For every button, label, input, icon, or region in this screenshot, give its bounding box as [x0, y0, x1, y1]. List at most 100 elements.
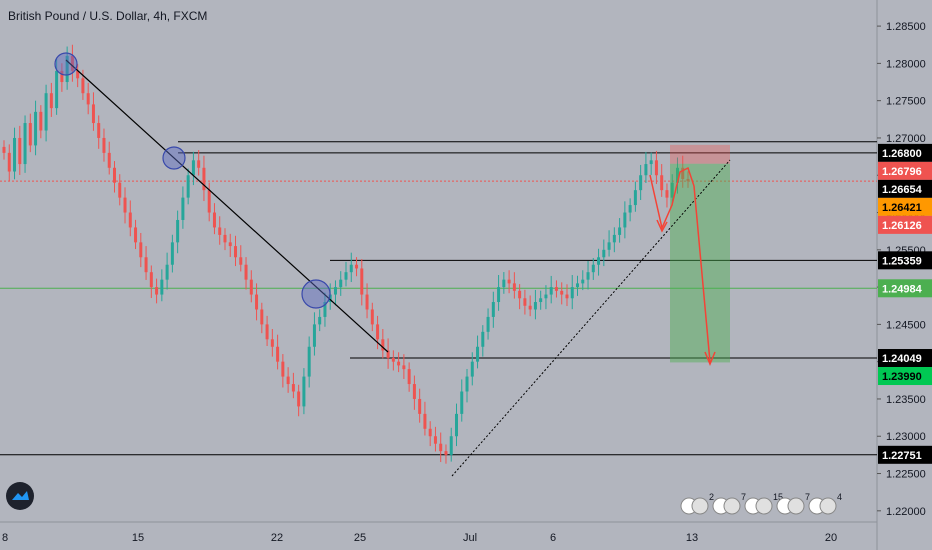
candle-body [644, 164, 648, 176]
candle-body [360, 268, 364, 295]
candle-body [470, 361, 474, 377]
event-count: 2 [709, 492, 714, 502]
candle-body [223, 234, 227, 243]
candle-body [623, 212, 627, 228]
candle-body [312, 324, 316, 347]
candle-body [681, 167, 685, 179]
price-label-bg [878, 251, 932, 270]
candle-body [281, 361, 285, 377]
candle-body [244, 264, 248, 280]
candle-body [407, 369, 411, 385]
price-label: 1.22751 [882, 450, 922, 462]
candle-body [597, 257, 601, 265]
candle-body [502, 279, 506, 288]
candle-body [60, 70, 64, 83]
price-label-bg [878, 143, 932, 162]
event-count: 7 [741, 492, 746, 502]
price-label-bg [878, 215, 932, 234]
candle-body [270, 339, 274, 347]
candle-body [670, 182, 674, 198]
candle-body [81, 78, 85, 94]
y-tick-label: 1.27500 [886, 96, 926, 108]
candle-body [186, 175, 190, 198]
candle-body [239, 257, 243, 265]
time-axis[interactable]: 8 15 22 25 Jul 6 13 20 [2, 532, 837, 544]
candle-body [197, 160, 201, 168]
y-tick-label: 1.23000 [886, 431, 926, 443]
highlight-circle [54, 52, 78, 76]
price-label: 1.26796 [882, 166, 922, 178]
candle-body [191, 160, 195, 176]
candle-body [107, 152, 111, 168]
candle-body [44, 93, 48, 131]
candle-body [654, 160, 658, 176]
projection-arrow [693, 185, 711, 363]
horizontal-lines[interactable] [0, 141, 877, 456]
candle-body [7, 152, 11, 172]
event-flag-icon [691, 497, 709, 515]
x-tick-label: 8 [2, 532, 8, 544]
candle-body [602, 249, 606, 258]
candle-body [265, 324, 269, 340]
x-tick-label: 13 [686, 532, 698, 544]
price-label-bg [878, 367, 932, 386]
candle-body [86, 93, 90, 105]
candle-body [444, 451, 448, 455]
event-flag-icon [819, 497, 837, 515]
candle-body [123, 197, 127, 213]
arrow-head-icon [656, 219, 668, 233]
candle-body [481, 331, 485, 347]
price-label-bg [878, 197, 932, 216]
candle-body [365, 294, 369, 310]
candle-body [160, 279, 164, 295]
drawings[interactable] [54, 52, 731, 477]
candle-body [497, 287, 501, 303]
candle-body [570, 287, 574, 299]
take-profit-zone [670, 163, 730, 363]
candle-body [581, 279, 585, 284]
candle-body [65, 55, 69, 83]
candle-body [228, 242, 232, 247]
event-flag-icon [755, 497, 773, 515]
candle-body [112, 167, 116, 183]
highlight-circle [301, 279, 331, 309]
candle-body [291, 384, 295, 392]
tradingview-logo[interactable] [6, 482, 34, 510]
projection-path [649, 166, 695, 231]
candle-body [539, 298, 543, 303]
candle-body [428, 428, 432, 437]
candle-body [528, 305, 532, 310]
candle-body [376, 324, 380, 340]
candle-body [234, 246, 238, 258]
y-tick-label: 1.27000 [886, 133, 926, 145]
chart-title: British Pound / U.S. Dollar, 4h, FXCM [8, 9, 208, 23]
candle-body [118, 182, 122, 198]
candle-body [565, 294, 569, 299]
candle-body [544, 294, 548, 299]
candle-body [518, 290, 522, 299]
candle-body [307, 346, 311, 377]
event-flag-icon [787, 497, 805, 515]
candle-body [507, 279, 511, 284]
candle-body [212, 212, 216, 228]
price-label-bg [878, 161, 932, 180]
event-flag-icon [723, 497, 741, 515]
y-tick-label: 1.28500 [886, 21, 926, 33]
candle-body [591, 264, 595, 273]
candle-body [523, 298, 527, 306]
candle-body [576, 283, 580, 288]
candle-body [660, 175, 664, 191]
y-tick-label: 1.24500 [886, 319, 926, 331]
candle-body [554, 287, 558, 291]
candle-body [260, 309, 264, 325]
candle-body [134, 227, 138, 243]
candle-body [633, 190, 637, 206]
candle-body [449, 436, 453, 455]
price-label: 1.26126 [882, 220, 922, 232]
y-tick-label: 1.23500 [886, 394, 926, 406]
event-badges[interactable]: 2 7 15 7 4 [680, 492, 842, 515]
price-label: 1.26654 [882, 184, 923, 196]
candle-body [302, 376, 306, 407]
candle-body [97, 123, 101, 138]
